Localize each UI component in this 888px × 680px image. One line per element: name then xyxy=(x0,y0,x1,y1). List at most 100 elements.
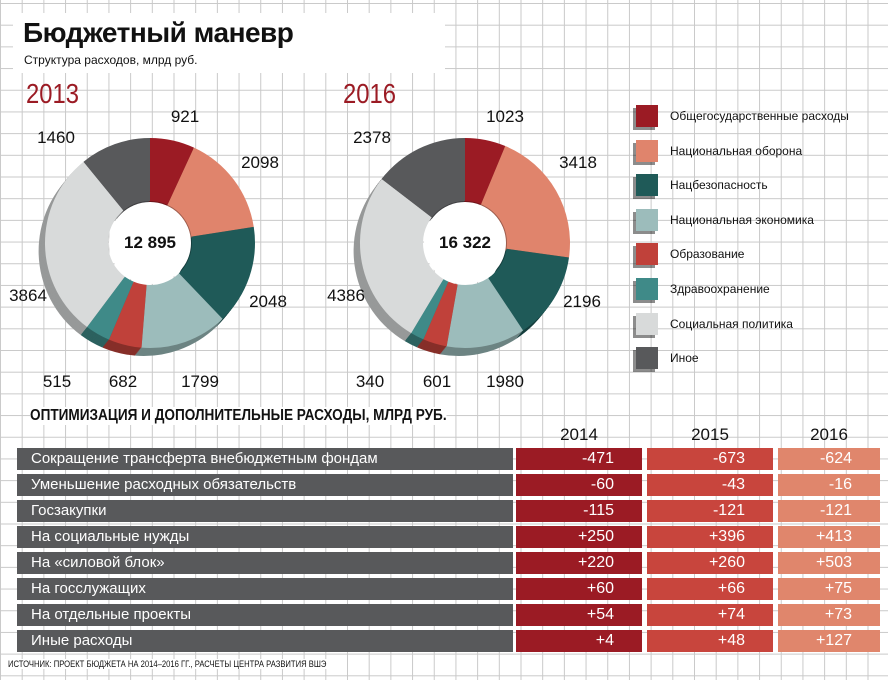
legend-swatch xyxy=(636,278,658,300)
cell-value: +413 xyxy=(778,526,880,548)
slice-value-label: 682 xyxy=(108,372,138,391)
slice-value-label: 2196 xyxy=(563,292,601,311)
legend-item: Нацбезопасность xyxy=(636,172,886,197)
cell-value: -471 xyxy=(516,448,642,470)
legend-item: Здравоохранение xyxy=(636,276,886,300)
table-title: ОПТИМИЗАЦИЯ И ДОПОЛНИТЕЛЬНЫЕ РАСХОДЫ, МЛ… xyxy=(30,407,447,425)
legend-label: Национальная оборона xyxy=(670,143,803,158)
legend-item: Образование xyxy=(636,241,886,266)
chart-title-2016: 2016 xyxy=(343,78,396,109)
cell-value: +73 xyxy=(778,604,880,626)
cell-value: -121 xyxy=(647,500,773,522)
cell-value: +48 xyxy=(647,630,773,652)
slice-value-label: 1460 xyxy=(37,128,75,147)
cell-value: +127 xyxy=(778,630,880,652)
cell-value: +250 xyxy=(516,526,642,548)
legend-swatch xyxy=(636,208,658,231)
cell-value: -673 xyxy=(647,448,773,470)
legend-swatch xyxy=(636,139,658,162)
legend-label: Нацбезопасность xyxy=(670,178,768,193)
cell-value: +396 xyxy=(647,526,773,548)
donut-slice xyxy=(481,146,570,258)
cell-value: -624 xyxy=(778,448,880,470)
cell-value: +220 xyxy=(516,552,642,574)
slice-value-label: 1980 xyxy=(486,372,524,391)
slice-value-label: 601 xyxy=(422,372,452,391)
legend-item: Национальная экономика xyxy=(636,207,886,231)
row-label: На госслужащих xyxy=(17,578,513,600)
cell-value: +260 xyxy=(647,552,773,574)
row-label: На «силовой блок» xyxy=(17,552,513,574)
cell-value: +75 xyxy=(778,578,880,600)
legend-item: Национальная оборона xyxy=(636,138,886,162)
cell-value: -115 xyxy=(516,500,642,522)
col-header-2015: 2015 xyxy=(691,425,729,444)
total-2016: 16 322 xyxy=(439,233,491,252)
row-label: Иные расходы xyxy=(17,630,513,652)
slice-value-label: 1799 xyxy=(181,372,219,391)
cell-value: +60 xyxy=(516,578,642,600)
legend-swatch xyxy=(636,105,658,127)
cell-value: -121 xyxy=(778,500,880,522)
legend-label: Социальная политика xyxy=(670,316,793,331)
donut-charts xyxy=(38,138,570,357)
legend-label: Иное xyxy=(670,351,699,366)
col-header-2016: 2016 xyxy=(810,425,848,444)
legend-swatch xyxy=(636,312,658,335)
slice-value-label: 3418 xyxy=(559,153,597,172)
legend-item: Социальная политика xyxy=(636,311,886,335)
page-title: Бюджетный маневр xyxy=(23,17,294,48)
cell-value: -43 xyxy=(647,474,773,496)
page-subtitle: Структура расходов, млрд руб. xyxy=(24,53,198,67)
legend-swatch xyxy=(636,174,658,197)
chart-title-2013: 2013 xyxy=(26,78,79,109)
donut-slice xyxy=(423,281,458,347)
cell-value: +74 xyxy=(647,604,773,626)
source-note: ИСТОЧНИК: ПРОЕКТ БЮДЖЕТА НА 2014–2016 ГГ… xyxy=(8,659,327,669)
legend-label: Образование xyxy=(670,247,745,262)
slice-value-label: 340 xyxy=(355,372,385,391)
donut-slice xyxy=(150,138,194,205)
row-label: Сокращение трансферта внебюджетным фонда… xyxy=(17,448,513,470)
donut-slice xyxy=(141,273,223,348)
donut-slice xyxy=(411,279,449,340)
slice-value-label: 2048 xyxy=(249,292,287,311)
donut-slice xyxy=(360,179,444,334)
legend-label: Общегосударственные расходы xyxy=(670,109,849,123)
slice-value-label: 2098 xyxy=(241,153,279,172)
donut-slice xyxy=(381,138,465,218)
donut-slice xyxy=(179,226,255,319)
donut-hole xyxy=(109,202,191,284)
title-box: Бюджетный маневр Структура расходов, млр… xyxy=(13,13,445,73)
slice-value-label: 4386 xyxy=(327,286,365,305)
slice-value-label: 1023 xyxy=(486,107,524,126)
row-label: На социальные нужды xyxy=(17,526,513,548)
slice-value-label: 921 xyxy=(170,107,200,126)
cell-value: +4 xyxy=(516,630,642,652)
legend-label: Национальная экономика xyxy=(670,212,814,227)
row-label: Уменьшение расходных обязательств xyxy=(17,474,513,496)
donut-slice xyxy=(446,277,524,348)
donut-slice xyxy=(109,281,147,348)
row-label: Госзакупки xyxy=(17,500,513,522)
donut-slice xyxy=(167,147,254,237)
legend-label: Здравоохранение xyxy=(670,282,770,296)
cell-value: -16 xyxy=(778,474,880,496)
donut-slice xyxy=(87,276,134,340)
total-2013: 12 895 xyxy=(124,233,176,252)
cell-value: +66 xyxy=(647,578,773,600)
donut-slice xyxy=(465,138,506,205)
row-label: На отдельные проекты xyxy=(17,604,513,626)
col-header-2014: 2014 xyxy=(560,425,598,444)
legend-item: Общегосударственные расходы xyxy=(636,103,886,127)
slice-value-label: 2378 xyxy=(353,128,391,147)
cell-value: -60 xyxy=(516,474,642,496)
slice-value-label: 515 xyxy=(42,372,72,391)
donut-slice xyxy=(44,161,125,328)
cell-value: +54 xyxy=(516,604,642,626)
legend-swatch xyxy=(636,347,658,370)
legend-swatch xyxy=(636,243,658,266)
cell-value: +503 xyxy=(778,552,880,574)
donut-slice xyxy=(83,138,150,211)
slice-value-label: 3864 xyxy=(9,286,47,305)
